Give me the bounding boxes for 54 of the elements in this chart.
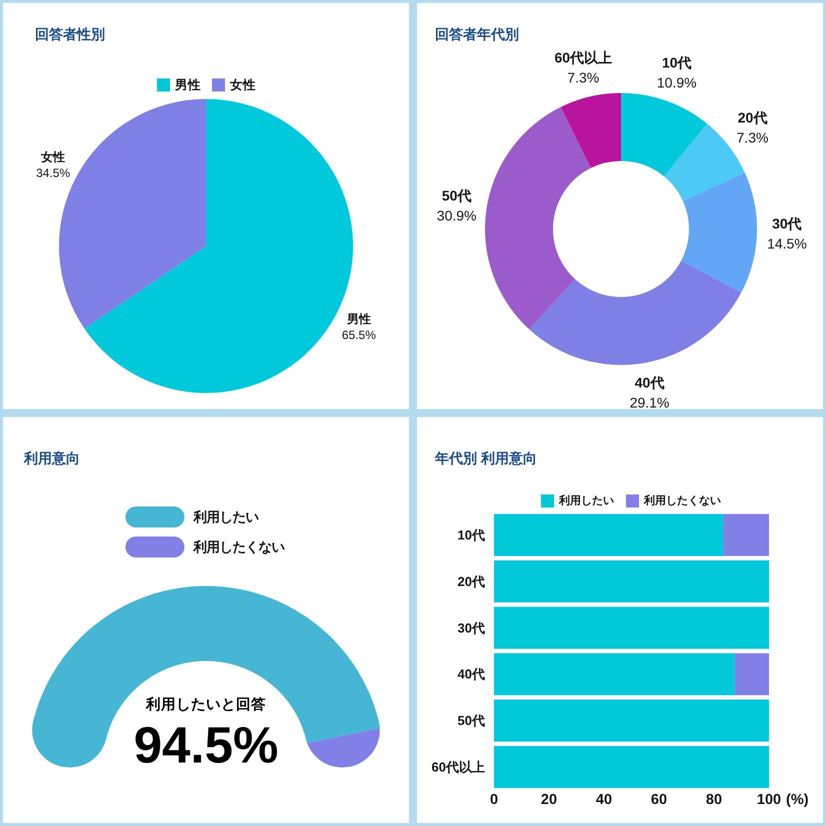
y-tick-label: 20代 (458, 574, 485, 589)
donut-slice (621, 93, 708, 176)
x-tick-label: 20 (540, 792, 558, 808)
legend-label: 女性 (229, 78, 256, 92)
data-label: 94.5% (134, 716, 278, 774)
y-tick-label: 30代 (458, 620, 485, 636)
bar (494, 514, 724, 556)
legend-label: 利用したくない (643, 494, 721, 507)
slice-label: 60代以上 (554, 49, 612, 66)
legend-label: 男性 (174, 78, 201, 92)
data-label: 34.5% (36, 166, 70, 180)
bar (723, 514, 769, 556)
bar (494, 560, 769, 602)
donut-slice (485, 107, 591, 330)
data-label: 10.9% (656, 74, 697, 91)
legend-label: 利用したくない (192, 540, 284, 554)
y-tick-label: 40代 (458, 666, 485, 682)
data-label: 14.5% (767, 236, 807, 252)
y-tick-label: 60代以上 (432, 760, 485, 775)
bar (494, 746, 769, 788)
chart-title: 利用意向 (23, 450, 80, 466)
legend-label: 利用したい (558, 494, 614, 507)
x-tick-label: 60 (650, 792, 668, 808)
donut-slice (681, 172, 757, 292)
data-label: 7.3% (736, 130, 768, 146)
slice-label: 10代 (662, 54, 692, 71)
slice-label: 40代 (634, 374, 664, 391)
data-label: 30.9% (436, 208, 477, 224)
data-label: 29.1% (630, 394, 670, 411)
chart-title: 回答者年代別 (435, 26, 519, 42)
legend-label: 利用したい (192, 510, 258, 524)
data-label: 7.3% (567, 69, 600, 86)
bar (494, 606, 769, 649)
slice-label: 男性 (346, 312, 371, 326)
donut-slice (560, 93, 621, 168)
x-axis-title: (%) (786, 792, 809, 808)
x-tick-label: 100 (756, 792, 782, 808)
y-tick-label: 50代 (458, 713, 485, 728)
data-label: 65.5% (342, 328, 376, 342)
bar (494, 700, 769, 742)
bar (494, 653, 735, 696)
slice-label: 30代 (772, 216, 802, 232)
x-tick-label: 80 (706, 792, 722, 808)
slice-label: 女性 (40, 150, 66, 164)
chart-title: 回答者性別 (35, 26, 105, 42)
y-tick-label: 10代 (458, 527, 485, 542)
slice-label: 20代 (738, 110, 768, 126)
donut-slice (529, 260, 742, 365)
slice-label: 50代 (442, 188, 472, 204)
x-tick-label: 0 (490, 792, 498, 808)
text: 利用したいと回答 (145, 696, 266, 713)
x-tick-label: 40 (596, 792, 612, 808)
bar (734, 653, 769, 696)
chart-title: 年代別 利用意向 (434, 450, 537, 466)
